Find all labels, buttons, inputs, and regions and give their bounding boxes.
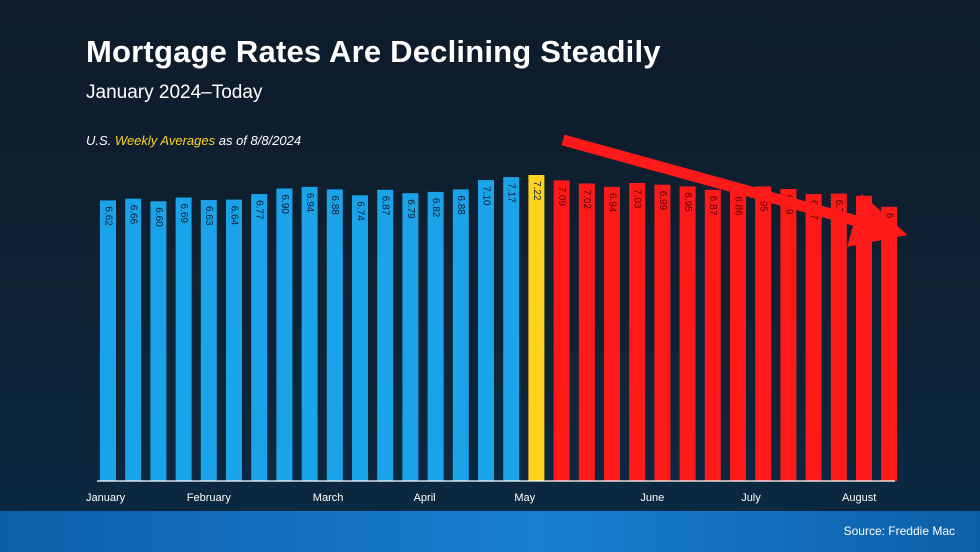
bar (125, 198, 142, 481)
bar (704, 189, 721, 482)
bar (528, 175, 545, 481)
bar-value-label: 6.47 (884, 213, 895, 233)
bar-value-label: 6.79 (405, 199, 416, 219)
bar (377, 189, 394, 482)
bar (780, 189, 797, 481)
source-label: Source: Freddie Mac (843, 524, 955, 538)
month-label: July (741, 492, 761, 504)
note-prefix: U.S. (86, 133, 115, 148)
bar-value-label: 6.87 (707, 196, 718, 216)
bar-value-label: 7.02 (581, 190, 592, 210)
bar-value-label: 7.03 (632, 189, 643, 209)
bar (654, 184, 671, 481)
month-label: March (313, 492, 344, 504)
bar-value-label: 7.10 (480, 186, 491, 206)
bar (276, 188, 293, 481)
bar-value-label: 6.87 (380, 196, 391, 216)
bar (755, 186, 772, 481)
bar (730, 190, 746, 481)
month-label: August (842, 492, 876, 504)
bar (352, 195, 368, 482)
bar (805, 194, 822, 481)
bar-labels-group: 6.62 6.66 6.60 6.69 6.63 6.64 6.77 6.90 6.94 6.88… (102, 181, 894, 233)
bar (150, 201, 167, 482)
bar-value-label: 7.17 (506, 183, 517, 203)
bar-value-label: 6.94 (304, 193, 315, 213)
page-subtitle: January 2024–Today (86, 82, 263, 103)
bar (881, 206, 898, 482)
bar (251, 194, 268, 481)
bar (604, 186, 620, 481)
bar (326, 189, 343, 481)
bar (478, 180, 494, 481)
bar-value-label: 6.86 (732, 196, 743, 216)
bar-value-label: 7.22 (531, 181, 542, 201)
month-label: June (640, 492, 664, 504)
bar-value-label: 6.60 (153, 207, 164, 227)
bar (175, 197, 192, 481)
month-label: April (414, 492, 436, 504)
bar (553, 180, 570, 481)
bar (452, 189, 469, 481)
bars-group (100, 175, 898, 482)
bar-value-label: 6.64 (228, 206, 239, 226)
month-label: February (187, 492, 232, 504)
bar-value-label: 6.95 (682, 192, 693, 212)
bar-value-label: 6.88 (455, 195, 466, 215)
bar-value-label: 6.69 (178, 204, 189, 224)
bar (301, 186, 318, 481)
bar (427, 191, 444, 481)
bar-value-label: 6.95 (758, 192, 769, 212)
bar (402, 193, 419, 481)
bar-value-label: 6.66 (128, 205, 139, 225)
bar-value-label: 6.99 (657, 191, 668, 211)
footer-band (0, 511, 980, 552)
page-title: Mortgage Rates Are Declining Steadily (86, 34, 661, 69)
bar-value-label: 6.78 (833, 200, 844, 220)
bar (830, 193, 847, 481)
bar (856, 195, 872, 482)
chart-note: U.S. Weekly Averages as of 8/8/2024 (86, 133, 301, 148)
bar-value-label: 6.82 (430, 198, 441, 218)
bar (503, 177, 520, 481)
month-label: January (86, 492, 126, 504)
note-highlight: Weekly Averages (114, 133, 216, 148)
bar (629, 183, 646, 481)
month-label: May (514, 492, 535, 504)
bar (679, 186, 696, 481)
bar (578, 183, 595, 481)
bar-value-label: 6.63 (203, 206, 214, 226)
bar-value-label: 6.94 (606, 193, 617, 213)
bar-value-label: 6.62 (102, 206, 113, 226)
bar-value-label: 6.88 (329, 195, 340, 215)
bar-value-label: 7.09 (556, 187, 567, 207)
bar-value-label: 6.74 (354, 201, 365, 221)
bar (100, 200, 116, 481)
bar-value-label: 6.77 (254, 200, 265, 220)
bar-value-label: 6.90 (279, 195, 290, 215)
bar (226, 199, 242, 481)
bar (200, 200, 217, 481)
month-labels-group: January February March April May June July Augu… (86, 492, 876, 504)
note-suffix: as of 8/8/2024 (215, 133, 302, 148)
trend-arrow (561, 134, 908, 247)
